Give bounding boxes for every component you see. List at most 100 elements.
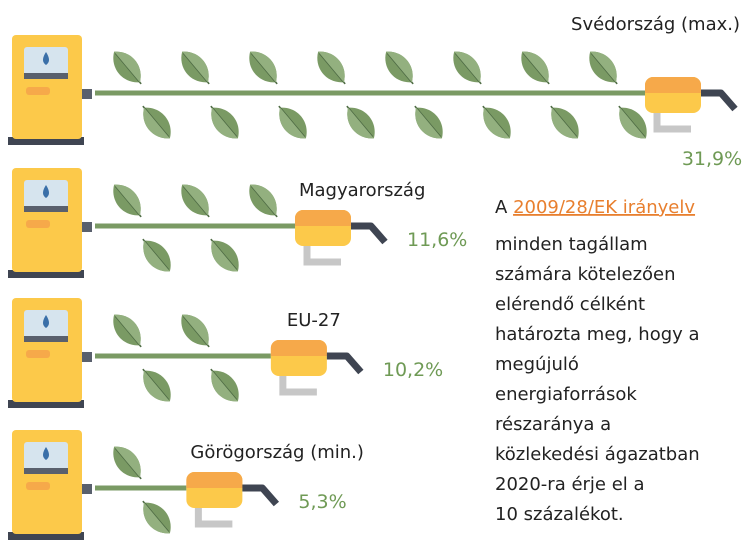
leaf-half [250, 51, 277, 83]
leaf-half [114, 51, 141, 83]
note-line: részaránya a [495, 414, 611, 435]
note-line: határozta meg, hogy a [495, 324, 700, 345]
fuel-pump [8, 430, 92, 540]
leaf-half [318, 51, 345, 83]
category-label: Magyarország [299, 180, 425, 201]
category-label: EU-27 [287, 310, 341, 331]
leaf-half [250, 184, 277, 216]
nozzle-hook [653, 111, 691, 133]
leaf-vein [250, 52, 278, 85]
leaf [482, 105, 511, 139]
leaf-half [114, 314, 141, 346]
leaf-half [143, 502, 170, 534]
leaf [317, 51, 346, 85]
pump-button [26, 350, 50, 358]
pump-drop [43, 52, 49, 65]
pump-base [8, 532, 84, 540]
pump-drop [43, 315, 49, 328]
leaf [618, 105, 647, 139]
note-first-line: A 2009/28/EK irányelv [495, 197, 695, 218]
leaf [453, 51, 482, 85]
fuel-pump [8, 298, 92, 408]
leaf [249, 51, 278, 85]
leaf [210, 238, 239, 272]
leaf [142, 368, 171, 402]
leaf-half [211, 370, 238, 402]
note-line: 2020-ra érje el a [495, 474, 645, 495]
pump-screen-bar [24, 468, 68, 474]
leaf-half [590, 51, 617, 83]
pump-button [26, 87, 50, 95]
leaf-vein [114, 447, 142, 480]
nozzle-top [186, 472, 243, 488]
leaf-vein [142, 105, 170, 138]
pump-screen-bar [24, 73, 68, 79]
leaf [113, 51, 142, 85]
leaf [210, 105, 239, 139]
leaf [249, 184, 278, 218]
leaf [142, 105, 171, 139]
pump-button [26, 482, 50, 490]
nozzle-hook [279, 374, 317, 396]
leaf-vein [618, 105, 646, 138]
pump-base [8, 270, 84, 278]
pump-button [26, 220, 50, 228]
leaf [346, 105, 375, 139]
leaf [181, 51, 210, 85]
leaf-half [347, 107, 374, 139]
note-line: 10 százalékot. [495, 504, 624, 525]
leaf-half [386, 51, 413, 83]
pump-base [8, 137, 84, 145]
leaf-half [182, 314, 209, 346]
value-label: 11,6% [407, 229, 467, 251]
leaf-half [551, 107, 578, 139]
leaf-vein [114, 185, 142, 218]
nozzle-handle [351, 222, 388, 245]
leaf-half [143, 370, 170, 402]
leaf-half [211, 107, 238, 139]
leaf [181, 184, 210, 218]
nozzle-top [270, 340, 327, 356]
leaf-half [415, 107, 442, 139]
leaf [113, 446, 142, 480]
nozzle-hook [194, 506, 233, 528]
leaf-half [483, 107, 510, 139]
leaf [113, 314, 142, 348]
value-label: 10,2% [383, 359, 443, 381]
pump-drop [43, 185, 49, 198]
leaf [589, 51, 618, 85]
pump-drop [43, 447, 49, 460]
leaf-vein [142, 238, 170, 271]
leaf [385, 51, 414, 85]
nozzle-handle [326, 352, 364, 375]
leaf-half [114, 184, 141, 216]
leaf [181, 314, 210, 348]
leaf-half [211, 240, 238, 272]
nozzle-handle [701, 89, 738, 112]
note-line: minden tagállam [495, 234, 648, 255]
note-line: megújuló [495, 354, 579, 375]
leaf-half [143, 240, 170, 272]
note-line: elérendő célként [495, 294, 645, 315]
leaf [278, 105, 307, 139]
pump-base [8, 400, 84, 408]
note-line: közlekedési ágazatban [495, 444, 700, 465]
leaf [142, 500, 171, 534]
leaf [142, 238, 171, 272]
leaf [210, 368, 239, 402]
value-label: 5,3% [298, 491, 346, 513]
leaf [550, 105, 579, 139]
leaf-half [182, 51, 209, 83]
note-line: számára kötelezően [495, 264, 676, 285]
leaf-half [114, 446, 141, 478]
leaf-half [279, 107, 306, 139]
leaf-half [143, 107, 170, 139]
leaf-vein [346, 105, 374, 138]
leaf-half [454, 51, 481, 83]
note-link[interactable]: 2009/28/EK irányelv [513, 197, 695, 218]
value-label: 31,9% [682, 148, 742, 170]
leaf-half [619, 107, 646, 139]
category-label: Svédország (max.) [571, 14, 740, 35]
pump-connector [82, 222, 92, 232]
